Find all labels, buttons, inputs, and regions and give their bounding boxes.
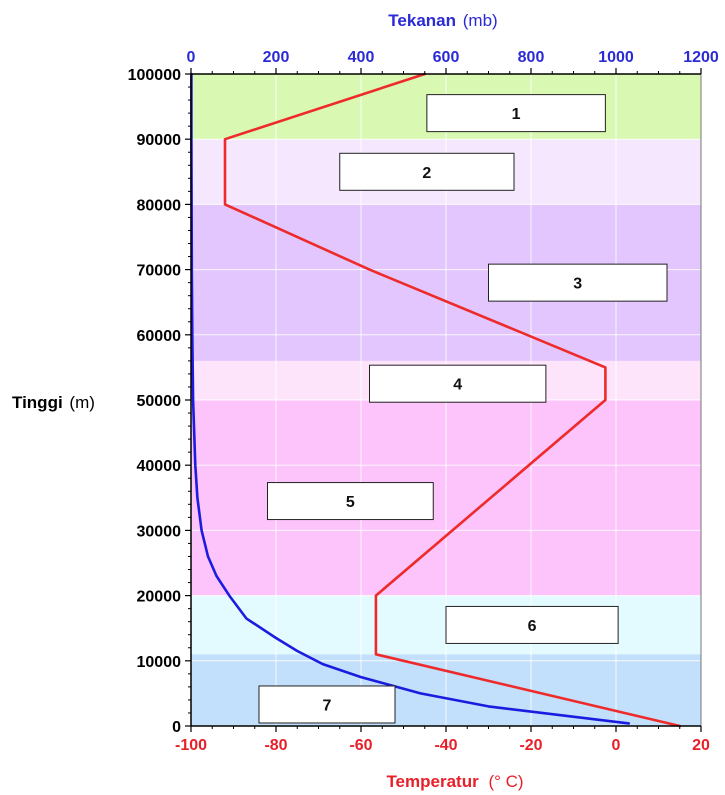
layer-box-label-6: 6 [528, 618, 537, 635]
y-tick-label: 100000 [128, 67, 181, 84]
layer-box-6 [445, 605, 619, 644]
y-tick-label: 70000 [137, 263, 182, 280]
top-tick-label: 0 [187, 49, 196, 66]
top-axis-title: Tekanan (mb) [388, 11, 497, 30]
series-line-temperatur [223, 72, 682, 728]
y-tick-label: 90000 [137, 132, 182, 149]
layer-box-5 [267, 482, 434, 521]
data-series [190, 72, 682, 728]
bottom-axis-title-unit: (° C) [488, 772, 523, 791]
y-tick-label: 20000 [137, 589, 182, 606]
top-tick-label: 800 [518, 49, 545, 66]
y-tick-label: 50000 [137, 393, 182, 410]
bottom-tick-label: -80 [264, 737, 287, 754]
top-tick-label: 1200 [683, 49, 719, 66]
layer-box-label-3: 3 [573, 276, 582, 293]
bottom-axis-title-main: Temperatur [386, 772, 479, 791]
bottom-tick-label: -60 [349, 737, 372, 754]
layer-box-label-7: 7 [323, 697, 332, 714]
layer-box-2 [339, 152, 515, 191]
bottom-axis-title: Temperatur (° C) [386, 772, 523, 791]
layer-box-label-4: 4 [453, 377, 462, 394]
layer-box-3 [488, 263, 668, 302]
layer-box-4 [369, 364, 547, 403]
bottom-tick-label: -20 [519, 737, 542, 754]
axes: 0100002000030000400005000060000700008000… [128, 49, 719, 754]
y-tick-label: 80000 [137, 197, 182, 214]
top-tick-label: 600 [433, 49, 460, 66]
bottom-tick-label: 20 [692, 737, 710, 754]
top-tick-label: 200 [263, 49, 290, 66]
top-tick-label: 1000 [598, 49, 634, 66]
bottom-tick-label: -100 [175, 737, 207, 754]
y-tick-label: 60000 [137, 328, 182, 345]
left-axis-title: Tinggi (m) [12, 393, 95, 412]
y-tick-label: 30000 [137, 523, 182, 540]
top-axis-title-unit: (mb) [463, 11, 498, 30]
layer-box-1 [426, 94, 606, 133]
bottom-tick-label: -40 [434, 737, 457, 754]
y-tick-label: 40000 [137, 458, 182, 475]
y-tick-label: 10000 [137, 654, 182, 671]
layer-box-7 [258, 685, 396, 724]
top-axis-title-main: Tekanan [388, 11, 456, 30]
top-tick-label: 400 [348, 49, 375, 66]
layer-box-label-1: 1 [512, 106, 521, 123]
left-axis-title-unit: (m) [69, 393, 94, 412]
bottom-tick-label: 0 [612, 737, 621, 754]
layer-label-boxes: 7 6 5 4 3 2 1 [258, 94, 668, 724]
left-axis-title-main: Tinggi [12, 393, 63, 412]
layer-box-label-2: 2 [422, 165, 431, 182]
series-line-tekanan [190, 72, 631, 725]
layer-box-label-5: 5 [346, 494, 355, 511]
y-tick-label: 0 [172, 719, 181, 736]
